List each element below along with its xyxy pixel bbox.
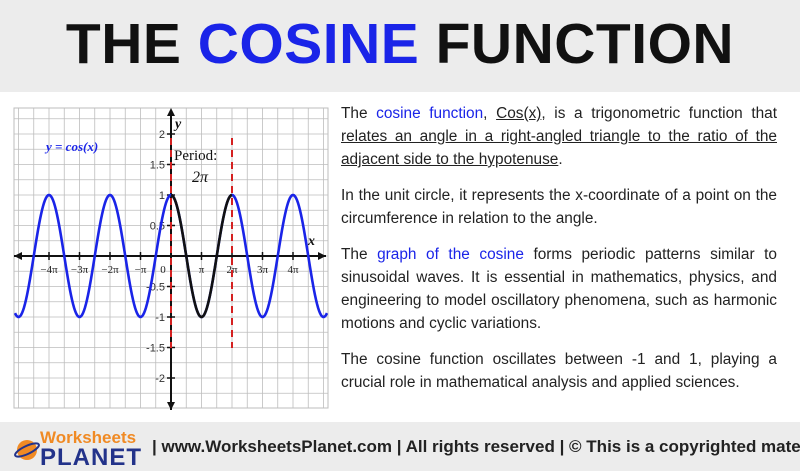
- paragraph-unit-circle: In the unit circle, it represents the x-…: [341, 187, 777, 227]
- page-title: THE COSINE FUNCTION: [0, 0, 800, 79]
- paragraph-definition: The cosine function, Cos(x), is a trigon…: [341, 102, 777, 171]
- y-tick-label: -2: [155, 373, 165, 385]
- title-banner: THE COSINE FUNCTION: [0, 0, 800, 92]
- p1-text-5: , is a trigonometric function that: [541, 105, 777, 122]
- title-accent: COSINE: [197, 12, 420, 76]
- logo-text-top: Worksheets: [40, 428, 137, 447]
- x-tick-label: 4π: [287, 264, 299, 276]
- y-axis-label: y: [173, 117, 182, 132]
- y-tick-label: 1: [159, 190, 165, 202]
- x-tick-label: 0: [160, 264, 166, 276]
- period-label: Period:: [174, 148, 217, 164]
- footer-copyright: | www.WorksheetsPlanet.com | All rights …: [152, 437, 800, 456]
- p1-text-1: The: [341, 105, 377, 122]
- x-tick-label: 3π: [257, 264, 269, 276]
- p3-text-3: forms periodic patterns similar to sinus…: [341, 246, 777, 332]
- y-axis-arrow-up: [167, 108, 175, 116]
- title-part-1: THE: [65, 12, 198, 76]
- y-tick-label: -1.5: [146, 343, 165, 355]
- description-column: The cosine function, Cos(x), is a trigon…: [341, 102, 777, 407]
- x-axis-label: x: [307, 234, 315, 249]
- p1-text-3: ,: [483, 105, 497, 122]
- definition-underlined: relates an angle in a right-angled trian…: [341, 128, 777, 168]
- p3-text-1: The: [341, 246, 378, 263]
- equation-label: y = cos(x): [44, 139, 98, 154]
- paragraph-range: The cosine function oscillates between -…: [341, 351, 777, 391]
- x-tick-label: −π: [135, 264, 147, 276]
- x-axis-arrow-left: [14, 252, 22, 260]
- x-tick-label: π: [199, 264, 205, 276]
- x-tick-label: −3π: [71, 264, 89, 276]
- footer-bar: Worksheets PLANET | www.WorksheetsPlanet…: [0, 422, 800, 471]
- worksheets-planet-logo: Worksheets PLANET: [14, 428, 144, 471]
- period-value: 2π: [192, 169, 209, 186]
- graph-of-cosine-link: graph of the cosine: [377, 246, 524, 263]
- logo-text-bottom: PLANET: [40, 444, 142, 471]
- paragraph-graph: The graph of the cosine forms periodic p…: [341, 243, 777, 335]
- cosine-graph: 21.510.5-0.5-1-1.5-2−4π−3π−2π−π0π2π3π4π …: [13, 107, 329, 410]
- cosine-function-link: cosine function: [376, 105, 484, 122]
- y-tick-label: 2: [159, 129, 165, 141]
- x-tick-label: −4π: [40, 264, 58, 276]
- y-tick-label: 1.5: [150, 160, 165, 172]
- p1-text-7: .: [558, 151, 563, 168]
- highlighted-period-curve: [170, 193, 233, 319]
- x-tick-label: −2π: [101, 264, 119, 276]
- cos-x-term: Cos(x): [496, 105, 542, 122]
- title-part-2: FUNCTION: [419, 12, 735, 76]
- x-axis-arrow-right: [318, 252, 326, 260]
- y-tick-label: -1: [155, 312, 165, 324]
- y-axis-arrow-down: [167, 402, 175, 410]
- planet-icon: [14, 440, 40, 460]
